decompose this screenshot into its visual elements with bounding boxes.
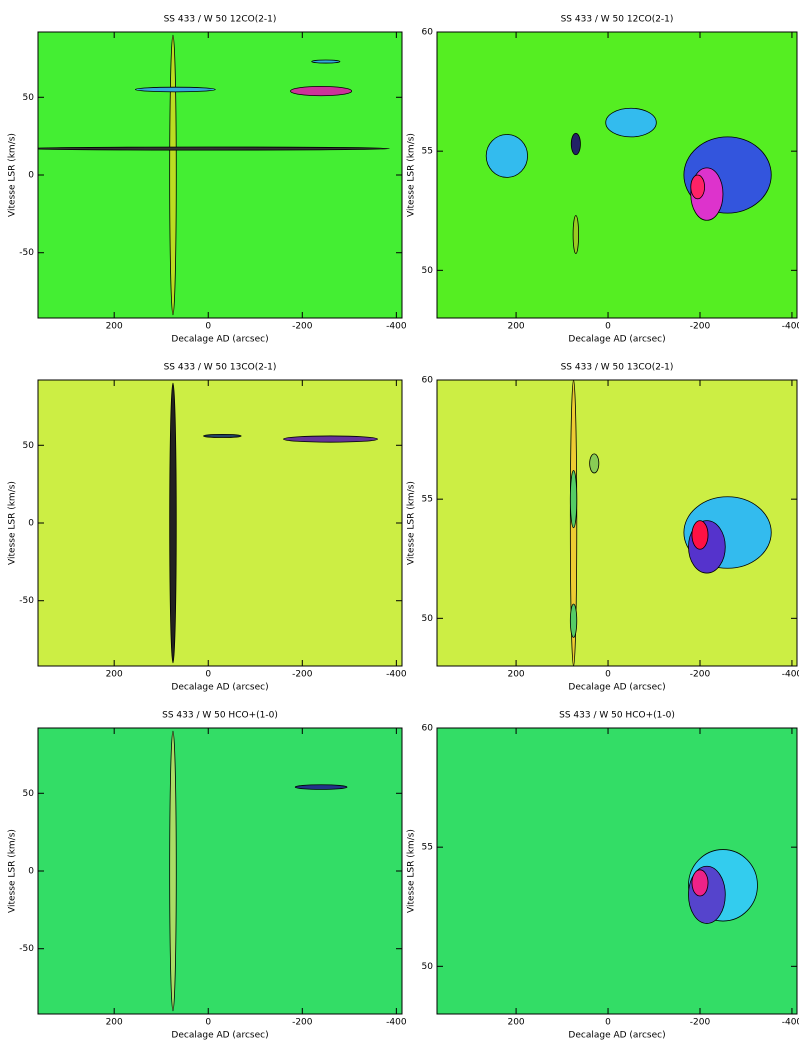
plot-background <box>38 380 402 666</box>
emission <box>605 107 657 138</box>
plot-frame <box>436 727 798 1015</box>
x-tick-label: -400 <box>386 1018 407 1028</box>
x-tick-label: 0 <box>605 322 611 332</box>
plot-frame <box>436 31 798 319</box>
emission <box>134 86 216 93</box>
y-tick-label: -50 <box>19 248 34 258</box>
emission <box>691 869 709 897</box>
y-tick-label: 55 <box>422 147 433 157</box>
x-tick-label: 200 <box>106 322 123 332</box>
x-tick-label: 0 <box>605 1018 611 1028</box>
x-tick-label: 200 <box>106 1018 123 1028</box>
emission <box>572 215 580 255</box>
y-axis-label: Vitesse LSR (km/s) <box>407 829 417 913</box>
plot-area <box>569 380 772 666</box>
x-tick-label: -200 <box>690 670 711 680</box>
emission <box>690 174 705 200</box>
emission <box>589 453 600 474</box>
emission <box>485 134 528 178</box>
emission <box>569 603 578 638</box>
plot-area <box>688 849 758 924</box>
x-tick-label: 200 <box>507 670 524 680</box>
plot-area <box>169 730 348 1012</box>
x-tick-label: -200 <box>690 322 711 332</box>
chart-title: SS 433 / W 50 12CO(2-1) <box>164 15 277 25</box>
x-tick-label: 0 <box>605 670 611 680</box>
plot-background <box>38 728 402 1014</box>
y-axis-label: Vitesse LSR (km/s) <box>8 133 18 217</box>
emission <box>691 520 709 550</box>
y-axis-label: Vitesse LSR (km/s) <box>8 829 18 913</box>
y-tick-label: 0 <box>28 171 34 181</box>
x-tick-label: -200 <box>690 1018 711 1028</box>
emission <box>569 470 578 529</box>
x-tick-label: 0 <box>205 1018 211 1028</box>
y-tick-label: 50 <box>422 614 434 624</box>
y-tick-label: 60 <box>422 28 434 38</box>
emission <box>294 784 348 790</box>
x-tick-label: 0 <box>205 670 211 680</box>
y-tick-label: 50 <box>23 441 35 451</box>
y-axis-label: Vitesse LSR (km/s) <box>8 481 18 565</box>
y-tick-label: 50 <box>422 962 434 972</box>
plot-area <box>169 382 378 664</box>
x-tick-label: -200 <box>292 322 313 332</box>
x-tick-label: -400 <box>782 322 799 332</box>
emission <box>169 730 177 1012</box>
x-tick-label: -400 <box>386 322 407 332</box>
x-tick-label: 200 <box>507 322 524 332</box>
y-axis-label: Vitesse LSR (km/s) <box>407 133 417 217</box>
x-tick-label: 0 <box>205 322 211 332</box>
x-axis-label: Decalage AD (arcsec) <box>568 683 665 693</box>
plot-frame <box>436 379 798 667</box>
y-tick-label: 55 <box>422 843 433 853</box>
y-tick-label: 60 <box>422 376 434 386</box>
emission <box>169 382 177 664</box>
y-tick-label: -50 <box>19 944 34 954</box>
x-axis-label: Decalage AD (arcsec) <box>171 335 268 345</box>
plot-area <box>485 107 772 255</box>
x-axis-label: Decalage AD (arcsec) <box>568 1031 665 1041</box>
x-axis-label: Decalage AD (arcsec) <box>171 683 268 693</box>
chart-title: SS 433 / W 50 12CO(2-1) <box>561 15 674 25</box>
chart-title: SS 433 / W 50 13CO(2-1) <box>164 363 277 373</box>
x-tick-label: -400 <box>386 670 407 680</box>
x-tick-label: -200 <box>292 1018 313 1028</box>
x-tick-label: -400 <box>782 1018 799 1028</box>
y-tick-label: 55 <box>422 495 433 505</box>
chart-title: SS 433 / W 50 13CO(2-1) <box>561 363 674 373</box>
y-tick-label: 50 <box>23 789 35 799</box>
y-axis-label: Vitesse LSR (km/s) <box>407 481 417 565</box>
y-tick-label: 0 <box>28 867 34 877</box>
emission <box>38 146 390 151</box>
chart-title: SS 433 / W 50 HCO+(1-0) <box>559 711 675 721</box>
emission <box>290 86 353 97</box>
emission <box>169 34 177 316</box>
x-tick-label: 200 <box>106 670 123 680</box>
plot-area <box>38 34 390 316</box>
x-axis-label: Decalage AD (arcsec) <box>171 1031 268 1041</box>
x-tick-label: -200 <box>292 670 313 680</box>
y-tick-label: 60 <box>422 724 434 734</box>
emission <box>283 435 378 443</box>
y-tick-label: 50 <box>23 93 35 103</box>
emission <box>203 434 242 438</box>
emission <box>570 132 581 156</box>
y-tick-label: -50 <box>19 596 34 606</box>
emission <box>311 59 341 64</box>
plot-background <box>38 32 402 318</box>
y-tick-label: 0 <box>28 519 34 529</box>
chart-title: SS 433 / W 50 HCO+(1-0) <box>162 711 278 721</box>
x-tick-label: 200 <box>507 1018 524 1028</box>
y-tick-label: 50 <box>422 266 434 276</box>
x-tick-label: -400 <box>782 670 799 680</box>
x-axis-label: Decalage AD (arcsec) <box>568 335 665 345</box>
